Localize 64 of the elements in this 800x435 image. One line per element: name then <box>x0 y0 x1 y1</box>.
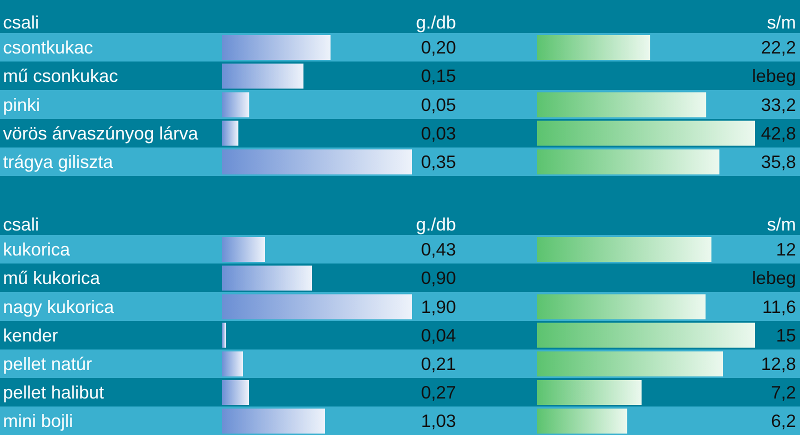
bar <box>537 237 712 262</box>
bar <box>222 149 412 174</box>
data-label: 0,15 <box>420 66 456 86</box>
data-label: 0,04 <box>420 325 456 346</box>
bar <box>222 408 325 434</box>
y-tick-label: mű csonkukac <box>3 66 118 86</box>
text: lebeg <box>752 268 796 288</box>
data-label: 33,2 <box>760 94 796 115</box>
bar <box>222 380 249 405</box>
y-axis-title: csali <box>3 214 39 234</box>
bar <box>222 237 265 262</box>
bar <box>537 35 650 60</box>
data-label: 0,05 <box>420 94 456 115</box>
data-label: 0,20 <box>420 38 456 58</box>
x-axis-title: g./db <box>416 12 456 32</box>
bar <box>537 149 720 174</box>
y-tick-label: pinki <box>3 94 40 115</box>
data-label: 0,35 <box>420 152 456 172</box>
x-axis-title: s/m <box>767 12 796 32</box>
data-label: 12,8 <box>760 354 796 374</box>
bar <box>537 294 706 320</box>
bar <box>537 92 706 118</box>
y-tick-label: nagy kukorica <box>3 296 114 317</box>
bar <box>537 120 755 146</box>
y-tick-label: mű kukorica <box>3 268 100 288</box>
y-tick-label: csontkukac <box>3 38 94 58</box>
y-tick-label: vörös árvaszúnyog lárva <box>3 123 200 144</box>
bar <box>222 294 412 320</box>
bar <box>222 64 304 89</box>
bar <box>537 351 724 376</box>
data-label: 6,2 <box>770 411 796 432</box>
y-tick-label: pellet halibut <box>3 382 104 403</box>
bar <box>222 92 250 118</box>
bar <box>537 408 628 434</box>
bar <box>537 380 642 405</box>
data-label: 7,2 <box>770 382 796 403</box>
data-label: 0,21 <box>420 354 456 374</box>
data-label: 0,03 <box>420 123 456 144</box>
x-axis-title: g./db <box>416 214 456 234</box>
data-label: 1,03 <box>420 411 456 432</box>
y-axis-title: csali <box>3 12 40 32</box>
bar <box>222 120 238 146</box>
text: lebeg <box>752 66 796 86</box>
bar <box>222 35 331 60</box>
data-label: 22,2 <box>760 38 796 58</box>
data-label: 1,90 <box>420 296 456 317</box>
y-tick-label: trágya giliszta <box>3 152 114 172</box>
data-label: 0,43 <box>420 240 456 260</box>
data-label: 0,90 <box>420 268 456 288</box>
bar <box>537 322 755 348</box>
x-axis-title: s/m <box>767 214 796 234</box>
y-tick-label: mini bojli <box>3 411 73 432</box>
bar <box>222 322 226 348</box>
data-label: 12 <box>776 240 796 260</box>
data-label: 11,6 <box>762 296 796 317</box>
bar <box>222 266 312 291</box>
data-label: 0,27 <box>420 382 456 403</box>
data-label: 42,8 <box>760 123 796 144</box>
y-tick-label: kender <box>3 325 58 346</box>
data-label: 15 <box>776 325 796 346</box>
y-tick-label: pellet natúr <box>3 354 92 374</box>
y-tick-label: kukorica <box>3 240 70 260</box>
bar <box>222 351 243 376</box>
data-label: 35,8 <box>760 152 796 172</box>
